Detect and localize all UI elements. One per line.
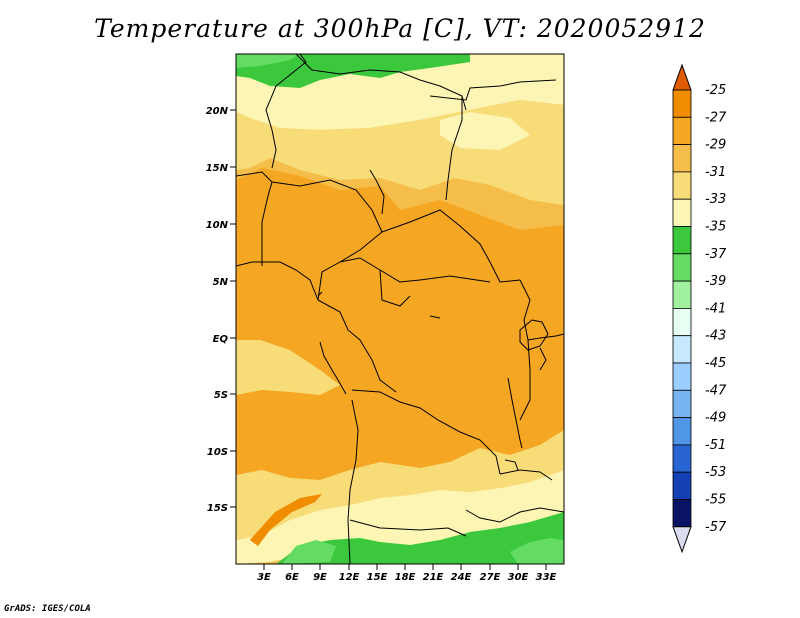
northern-green-band <box>236 54 470 88</box>
colorbar-swatch <box>672 280 692 309</box>
colorbar-swatch <box>672 253 692 282</box>
colorbar-label: -43 <box>705 329 726 344</box>
lat-tick: 15N <box>206 163 236 174</box>
equator-coastal-band <box>236 340 340 395</box>
southern-pale-band <box>236 470 564 564</box>
colorbar-swatch <box>672 171 692 200</box>
southeast-green-light <box>510 538 564 564</box>
lon-tick-label: 6E <box>285 572 299 583</box>
lat-tick-label: 15N <box>206 163 229 174</box>
latitude-axis: 20N 15N 10N 5N EQ 5S 10S 15S <box>206 106 236 514</box>
lon-tick: 21E <box>423 564 444 583</box>
lon-tick-label: 15E <box>367 572 388 583</box>
lon-tick-label: 3E <box>257 572 271 583</box>
lat-tick: 10N <box>206 220 236 231</box>
map-plot-area <box>236 54 564 564</box>
lat-tick: 20N <box>206 106 236 117</box>
colorbar-label: -57 <box>705 520 727 535</box>
country-borders <box>236 54 564 564</box>
lat-tick: 10S <box>207 447 236 458</box>
colorbar-label: -49 <box>705 411 726 426</box>
colorbar-label: -29 <box>705 138 726 153</box>
colorbar-label: -31 <box>705 165 726 180</box>
lon-tick: 18E <box>395 564 416 583</box>
colorbar-label: -25 <box>705 83 726 98</box>
lat-tick-label: 5N <box>213 277 229 288</box>
lon-tick: 12E <box>339 564 360 583</box>
lat-tick: EQ <box>213 334 236 345</box>
colorbar-swatch <box>672 417 692 446</box>
colorbar-swatch <box>672 307 692 337</box>
colorbar-swatch <box>672 116 692 146</box>
lon-tick-label: 18E <box>395 572 416 583</box>
colorbar-label: -45 <box>705 356 726 371</box>
lon-tick: 6E <box>285 564 299 583</box>
lat-tick-label: 15S <box>207 503 228 514</box>
lon-tick: 30E <box>508 564 529 583</box>
southwest-orange-streak <box>250 494 322 546</box>
colorbar-label: -27 <box>705 110 727 125</box>
colorbar-swatch <box>672 335 692 364</box>
lon-tick-label: 30E <box>508 572 529 583</box>
colorbar: -25 -27 -29 -31 -33 -35 -37 -39 -41 -43 -45 -47 -49 -… <box>672 63 727 554</box>
lon-tick-label: 24E <box>451 572 472 583</box>
lakes <box>317 291 549 471</box>
colorbar-label: -53 <box>705 465 726 480</box>
colorbar-bottom-arrow <box>672 526 692 554</box>
southern-green-band <box>276 512 564 564</box>
lon-tick: 9E <box>313 564 327 583</box>
colorbar-label: -39 <box>705 274 726 289</box>
lon-tick-label: 27E <box>480 572 501 583</box>
colorbar-swatch <box>672 444 692 473</box>
colorbar-swatch <box>672 226 692 255</box>
lon-tick: 15E <box>367 564 388 583</box>
colorbar-label: -41 <box>705 301 726 316</box>
lon-tick-label: 12E <box>339 572 360 583</box>
lon-tick: 3E <box>257 564 271 583</box>
colorbar-label: -47 <box>705 383 727 398</box>
lon-tick: 33E <box>536 564 557 583</box>
lat-tick: 15S <box>207 503 236 514</box>
lon-tick: 24E <box>451 564 472 583</box>
central-dark-orange <box>236 168 564 480</box>
colorbar-swatch <box>672 198 692 227</box>
lat-tick-label: 20N <box>206 106 229 117</box>
northern-pale-pocket <box>440 112 530 150</box>
colorbar-swatch <box>672 471 692 500</box>
northern-green-light <box>236 54 300 68</box>
colorbar-swatch <box>672 389 692 418</box>
lat-tick: 5N <box>213 277 236 288</box>
lon-tick-label: 33E <box>536 572 557 583</box>
colorbar-label: -51 <box>705 438 726 453</box>
map-frame <box>235 53 565 565</box>
colorbar-label: -35 <box>705 220 726 235</box>
lon-tick-label: 21E <box>423 572 444 583</box>
lat-tick-label: 5S <box>214 390 228 401</box>
longitude-axis: 3E 6E 9E 12E 15E 18E 21E 24E 27E 30E 33E <box>257 564 557 583</box>
lat-tick: 5S <box>214 390 236 401</box>
lat-tick-label: 10S <box>207 447 228 458</box>
southern-green-light <box>282 540 336 564</box>
lat-tick-label: 10N <box>206 220 229 231</box>
colorbar-swatch <box>672 89 692 118</box>
colorbar-label: -55 <box>705 493 726 508</box>
colorbar-top-arrow <box>672 63 692 91</box>
lon-tick: 27E <box>480 564 501 583</box>
colorbar-swatch <box>672 144 692 173</box>
map-title: Temperature at 300hPa [C], VT: 202005291… <box>94 14 706 43</box>
southern-light-band <box>236 430 564 540</box>
lat-tick-label: EQ <box>213 334 229 345</box>
grads-credit: GrADS: IGES/COLA <box>4 604 91 614</box>
colorbar-swatch <box>672 362 692 391</box>
colorbar-label: -37 <box>705 247 727 262</box>
colorbar-label: -33 <box>705 192 726 207</box>
lon-tick-label: 9E <box>313 572 327 583</box>
colorbar-swatch <box>672 499 692 528</box>
